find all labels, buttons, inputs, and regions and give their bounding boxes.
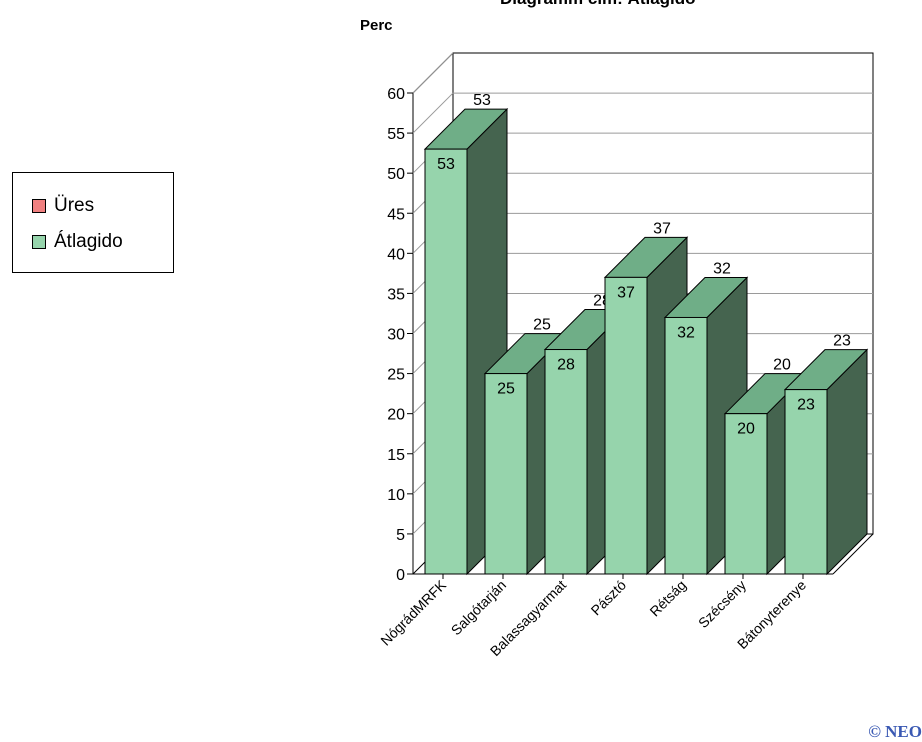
y-tick-label: 5 — [396, 527, 405, 544]
legend-item-average: Átlagido — [32, 230, 123, 254]
y-tick-label: 25 — [387, 367, 405, 384]
data-label-top: 32 — [713, 260, 731, 277]
legend-label-empty: Üres — [54, 195, 95, 216]
legend-swatch-empty — [32, 199, 46, 213]
data-label: 20 — [737, 421, 755, 438]
data-label-top: 53 — [473, 92, 491, 109]
y-tick-label: 35 — [387, 286, 405, 303]
data-label: 37 — [617, 284, 635, 301]
y-tick-label: 40 — [387, 246, 405, 263]
x-tick-label: Salgótarján — [448, 577, 509, 638]
bar-front — [724, 413, 768, 575]
bar-front — [784, 389, 828, 575]
x-tick-label: Rétság — [646, 577, 689, 620]
legend-swatch-average — [32, 235, 46, 249]
legend-item-empty: Üres — [32, 194, 94, 218]
bar-front — [424, 148, 468, 575]
data-label: 23 — [797, 397, 815, 414]
y-tick-label: 55 — [387, 126, 405, 143]
y-axis-title: Perc — [360, 17, 393, 34]
data-label: 28 — [557, 357, 575, 374]
x-tick-label: Szécsény — [695, 577, 749, 631]
chart-title: Diagramm cím: Átlagidő — [500, 0, 696, 9]
y-tick-label: 30 — [387, 327, 405, 344]
bar-front — [664, 316, 708, 575]
x-tick-label: NógrádMRFK — [377, 576, 449, 648]
data-label-top: 37 — [653, 220, 671, 237]
legend-label-average: Átlagido — [54, 231, 123, 252]
gridline-side — [412, 52, 454, 94]
data-label-top: 25 — [533, 317, 551, 334]
data-label: 25 — [497, 381, 515, 398]
y-tick-label: 60 — [387, 86, 405, 103]
bar-7: 23 23 — [783, 333, 869, 576]
copyright-logo: © NEO — [868, 722, 922, 741]
data-label: 53 — [437, 156, 455, 173]
data-label: 32 — [677, 324, 695, 341]
y-tick-label: 50 — [387, 166, 405, 183]
x-tick-label: Pásztó — [588, 577, 630, 619]
bar-front — [544, 349, 588, 575]
bar-front — [484, 373, 528, 575]
gridline-side — [412, 92, 454, 134]
data-label-top: 20 — [773, 357, 791, 374]
bar-front — [604, 276, 648, 575]
y-tick-label: 45 — [387, 206, 405, 223]
y-tick-label: 20 — [387, 407, 405, 424]
floor-right-edge — [832, 533, 874, 575]
legend: Üres Átlagido — [12, 172, 174, 273]
y-axis: 0 5 10 15 20 25 30 35 40 45 50 55 60 — [387, 86, 413, 584]
y-tick-label: 10 — [387, 487, 405, 504]
data-label-top: 23 — [833, 333, 851, 350]
y-tick-label: 0 — [396, 567, 405, 584]
y-tick-label: 15 — [387, 447, 405, 464]
